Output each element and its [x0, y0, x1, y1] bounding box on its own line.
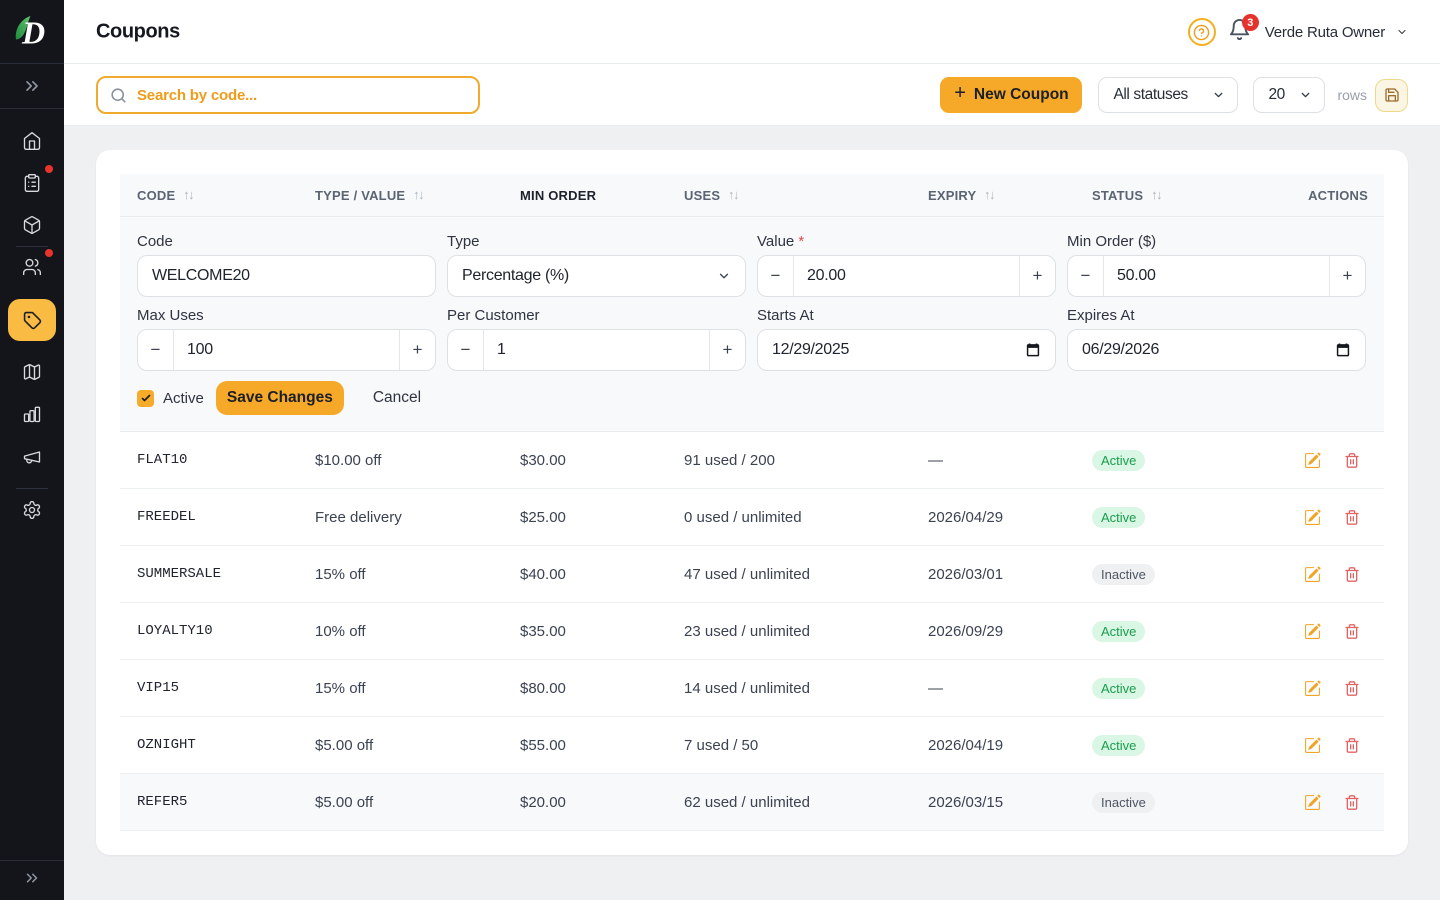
- svg-text:D: D: [21, 15, 45, 51]
